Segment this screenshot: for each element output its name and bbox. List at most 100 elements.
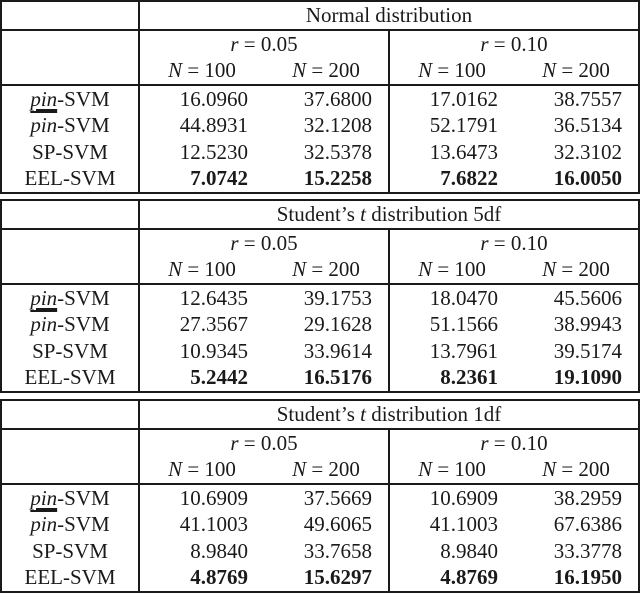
- value-cell: 38.2959: [553, 485, 622, 510]
- method-label: pin-SVM: [1, 484, 139, 512]
- method-name: -SVM: [57, 312, 110, 336]
- value-cell: 38.9943: [553, 312, 622, 336]
- n-header-n2: N = 200: [514, 256, 639, 285]
- value-cell: 39.1753: [303, 285, 372, 310]
- table-block-1: Student’s t distribution 5df r = 0.05 r = …: [0, 199, 640, 393]
- block-title: Student’s t distribution 1df: [138, 400, 639, 430]
- r-header-r1: r = 0.05: [138, 29, 389, 57]
- r-header-row: r = 0.05 r = 0.10: [1, 428, 639, 456]
- value-cell: 32.1208: [303, 113, 372, 137]
- title-variable: t: [360, 202, 366, 226]
- title-text: Student’s: [276, 202, 361, 226]
- table-row: EEL-SVM 5.2442 16.5176 8.2361 19.1090: [1, 364, 639, 392]
- method-label: EEL-SVM: [1, 364, 139, 392]
- r-header-r2: r = 0.10: [388, 29, 639, 57]
- table-row: EEL-SVM 7.0742 15.2258 7.6822 16.0050: [1, 165, 639, 193]
- value-cell: 51.1566: [388, 311, 514, 338]
- value-cell: 52.1791: [388, 112, 514, 139]
- r-header-r2: r = 0.10: [388, 428, 639, 456]
- empty-cell: [1, 30, 139, 58]
- value-cell: 33.3778: [553, 538, 622, 563]
- method-name: EEL-SVM: [24, 166, 116, 190]
- n-symbol: N: [168, 58, 183, 82]
- block-title-row: Student’s t distribution 1df: [1, 400, 639, 430]
- table-row: SP-SVM 12.5230 32.5378 13.6473 32.3102: [1, 138, 639, 166]
- method-label: pin-SVM: [1, 311, 139, 338]
- block-title-row: Student’s t distribution 5df: [1, 200, 639, 230]
- n-value: = 200: [306, 58, 360, 82]
- empty-cell: [1, 400, 139, 430]
- table-row: pin-SVM 44.8931 32.1208 52.1791 36.5134: [1, 112, 639, 139]
- method-label: pin-SVM: [1, 85, 139, 113]
- method-prefix: pin: [30, 312, 58, 336]
- method-prefix: pin: [30, 86, 58, 111]
- value-cell: 16.0960: [138, 84, 264, 112]
- table-row: pin-SVM 16.0960 37.6800 17.0162 38.7557: [1, 84, 639, 113]
- method-name: -SVM: [57, 485, 110, 510]
- value-cell: 36.5134: [553, 113, 622, 137]
- n-header-row: N = 100 N = 200 N = 100 N = 200: [1, 256, 639, 285]
- value-cell: 32.3102: [553, 139, 622, 164]
- method-label: pin-SVM: [1, 112, 139, 139]
- block-title-row: Normal distribution: [1, 1, 639, 31]
- n-value: = 200: [556, 457, 610, 481]
- value-cell: 18.0470: [388, 283, 514, 311]
- n-header-n1: N = 100: [388, 57, 514, 86]
- title-variable: t: [360, 402, 366, 426]
- value-cell: 49.6065: [303, 512, 372, 536]
- r-symbol: r: [480, 430, 489, 455]
- value-cell: 4.8769: [388, 564, 514, 592]
- n-symbol: N: [292, 58, 307, 82]
- table-row: EEL-SVM 4.8769 15.6297 4.8769 16.1950: [1, 564, 639, 592]
- n-header-n2: N = 200: [514, 456, 639, 485]
- r-header-r2: r = 0.10: [388, 228, 639, 256]
- table-block-0: Normal distribution r = 0.05 r = 0.10 N = 1…: [0, 0, 640, 194]
- n-symbol: N: [542, 58, 557, 82]
- n-header-n1: N = 100: [138, 456, 264, 485]
- value-cell: 38.7557: [553, 86, 622, 111]
- value-cell: 44.8931: [138, 112, 264, 139]
- value-cell: 17.0162: [388, 84, 514, 112]
- value-cell: 15.2258: [303, 166, 372, 190]
- method-name: SP-SVM: [32, 538, 108, 563]
- value-cell: 33.7658: [303, 538, 372, 563]
- block-title: Normal distribution: [138, 1, 639, 31]
- n-symbol: N: [418, 58, 433, 82]
- method-prefix: pin: [30, 113, 58, 137]
- method-label: SP-SVM: [1, 139, 139, 166]
- title-text: Normal distribution: [305, 3, 473, 27]
- n-value: = 100: [182, 257, 236, 281]
- value-cell: 16.0050: [553, 166, 622, 190]
- method-prefix: pin: [30, 285, 58, 310]
- empty-cell: [1, 256, 139, 285]
- value-cell: 13.7961: [388, 337, 514, 364]
- n-value: = 200: [306, 457, 360, 481]
- value-cell: 39.5174: [553, 338, 622, 363]
- title-text: Student’s: [276, 402, 361, 426]
- value-cell: 7.0742: [138, 165, 264, 193]
- block-title: Student’s t distribution 5df: [138, 200, 639, 230]
- value-cell: 37.6800: [303, 86, 372, 111]
- r-symbol: r: [480, 230, 489, 255]
- r-symbol: r: [230, 430, 239, 455]
- empty-cell: [1, 229, 139, 257]
- r-header-row: r = 0.05 r = 0.10: [1, 228, 639, 257]
- value-cell: 27.3567: [138, 311, 264, 338]
- n-value: = 100: [182, 58, 236, 82]
- value-cell: 13.6473: [388, 138, 514, 165]
- value-cell: 5.2442: [138, 364, 264, 392]
- n-header-row: N = 100 N = 200 N = 100 N = 200: [1, 456, 639, 485]
- method-label: SP-SVM: [1, 538, 139, 565]
- value-cell: 37.5669: [303, 485, 372, 510]
- n-header-n1: N = 100: [138, 57, 264, 86]
- n-value: = 200: [556, 257, 610, 281]
- title-text: distribution 5df: [365, 202, 502, 226]
- n-value: = 100: [432, 257, 486, 281]
- value-cell: 15.6297: [303, 565, 372, 589]
- method-label: EEL-SVM: [1, 564, 139, 592]
- r-header-row: r = 0.05 r = 0.10: [1, 29, 639, 58]
- r-value: = 0.05: [238, 230, 298, 255]
- table-row: pin-SVM 10.6909 37.5669 10.6909 38.2959: [1, 483, 639, 512]
- value-cell: 32.5378: [303, 139, 372, 164]
